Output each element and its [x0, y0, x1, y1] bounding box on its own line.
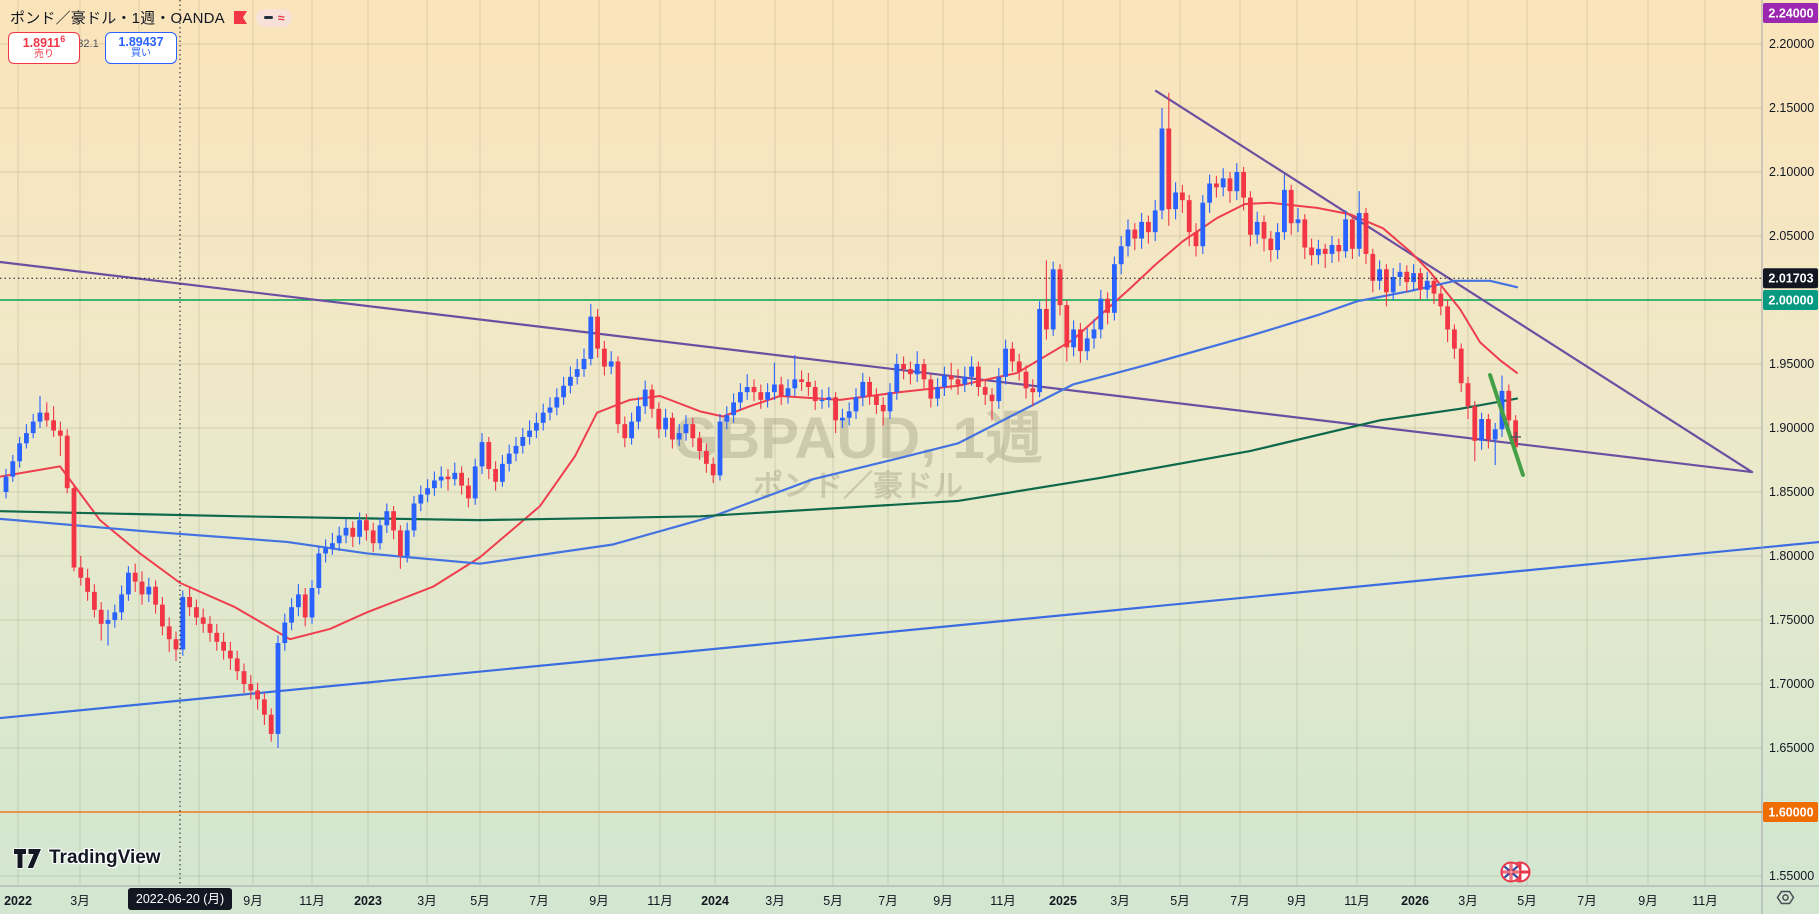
time-tick-label: 2023: [354, 894, 382, 908]
symbol-legend[interactable]: ポンド／豪ドル・1週・OANDA ≈: [10, 7, 293, 28]
time-tick-label: 5月: [1170, 894, 1189, 908]
spread-value: 32.1: [77, 38, 99, 50]
tradingview-logo-text: TradingView: [49, 847, 161, 868]
price-badge: [1763, 802, 1818, 822]
svg-text:GBPAUD, 1週: GBPAUD, 1週: [673, 406, 1043, 471]
date-tooltip: 2022-06-20 (月): [128, 888, 232, 910]
time-tick-label: 5月: [1517, 894, 1536, 908]
tradingview-logo-icon: [13, 847, 43, 869]
trend-lines: [0, 89, 1819, 720]
sell-button[interactable]: 1.89116 売り: [8, 32, 80, 64]
price-tick-label: 1.70000: [1769, 677, 1814, 691]
time-tick-label: 11月: [647, 894, 672, 908]
price-badge: [1763, 290, 1818, 310]
time-tick-label: 3月: [70, 894, 89, 908]
time-tick-label: 2022: [4, 894, 32, 908]
time-tick-label: 11月: [1344, 894, 1369, 908]
price-tick-label: 1.90000: [1769, 421, 1814, 435]
time-tick-label: 5月: [470, 894, 489, 908]
time-tick-label: 7月: [529, 894, 548, 908]
sell-label: 売り: [34, 49, 54, 61]
ma-mid-blue: [0, 279, 1519, 565]
price-tick-label: 1.80000: [1769, 549, 1814, 563]
buy-label: 買い: [131, 48, 151, 60]
time-tick-label: 3月: [1458, 894, 1477, 908]
time-tick-label: 7月: [1230, 894, 1249, 908]
sell-price: 1.89116: [22, 34, 66, 51]
price-tick-label: 2.20000: [1769, 37, 1814, 51]
time-tick-label: 3月: [417, 894, 436, 908]
price-tick-label: 1.75000: [1769, 613, 1814, 627]
indicator-status-pill[interactable]: ≈: [255, 8, 293, 27]
time-tick-label: 2026: [1401, 894, 1429, 908]
price-badges: 2.24000 2.00000 1.60000 2.01703: [1763, 3, 1818, 822]
time-tick-label: 3月: [1110, 894, 1129, 908]
price-tick-label: 2.10000: [1769, 165, 1814, 179]
time-tick-label: 9月: [1287, 894, 1306, 908]
price-tick-label: 2.15000: [1769, 101, 1814, 115]
time-tick-label: 7月: [1577, 894, 1596, 908]
price-badge: [1763, 3, 1818, 23]
short-trend-line: [1488, 373, 1525, 477]
horizontal-price-lines: [0, 299, 1762, 813]
svg-text:ポンド／豪ドル: ポンド／豪ドル: [753, 469, 963, 503]
red-flag-icon[interactable]: [233, 11, 248, 24]
time-tick-label: 9月: [933, 894, 952, 908]
buy-price: 1.89437: [118, 35, 164, 50]
price-tick-label: 1.65000: [1769, 741, 1814, 755]
ascending-trendline: [0, 540, 1819, 720]
price-tick-label: 1.95000: [1769, 357, 1814, 371]
time-tick-label: 7月: [878, 894, 897, 908]
tradingview-logo[interactable]: TradingView: [13, 847, 161, 869]
buy-button[interactable]: 1.89437 買い: [105, 32, 177, 64]
short-green-trendline: [1488, 373, 1525, 477]
svg-text:2.00000: 2.00000: [1768, 294, 1813, 308]
svg-text:2022-06-20 (月): 2022-06-20 (月): [136, 892, 224, 906]
uk-flag-event-icon[interactable]: [1499, 860, 1533, 890]
time-tick-label: 9月: [243, 894, 262, 908]
minus-indicator-icon: [263, 16, 273, 19]
price-badge: [1763, 268, 1818, 289]
time-tick-label: 11月: [1692, 894, 1717, 908]
price-tick-label: 1.85000: [1769, 485, 1814, 499]
time-tick-label: 9月: [1638, 894, 1657, 908]
time-tick-label: 3月: [765, 894, 784, 908]
time-tick-label: 2025: [1049, 894, 1077, 908]
time-tick-label: 2024: [701, 894, 729, 908]
svg-text:2.01703: 2.01703: [1768, 272, 1813, 286]
price-tick-label: 2.05000: [1769, 229, 1814, 243]
descending-trendline-major: [0, 260, 1754, 474]
symbol-title[interactable]: ポンド／豪ドル・1週・OANDA: [10, 10, 225, 27]
time-tick-label: 11月: [299, 894, 324, 908]
approx-indicator-icon: ≈: [277, 10, 285, 25]
time-tick-label: 9月: [589, 894, 608, 908]
axis-settings-gear-icon[interactable]: [1776, 888, 1795, 912]
svg-text:2.24000: 2.24000: [1768, 7, 1813, 21]
last-candle-cross-marker: [1511, 431, 1521, 442]
time-tick-label: 11月: [990, 894, 1015, 908]
trade-widget: 1.89116 売り 1.89437 買い: [8, 32, 177, 64]
svg-text:1.60000: 1.60000: [1768, 806, 1813, 820]
price-tick-label: 1.55000: [1769, 869, 1814, 883]
time-tick-label: 5月: [823, 894, 842, 908]
crosshair: [0, 0, 1762, 886]
